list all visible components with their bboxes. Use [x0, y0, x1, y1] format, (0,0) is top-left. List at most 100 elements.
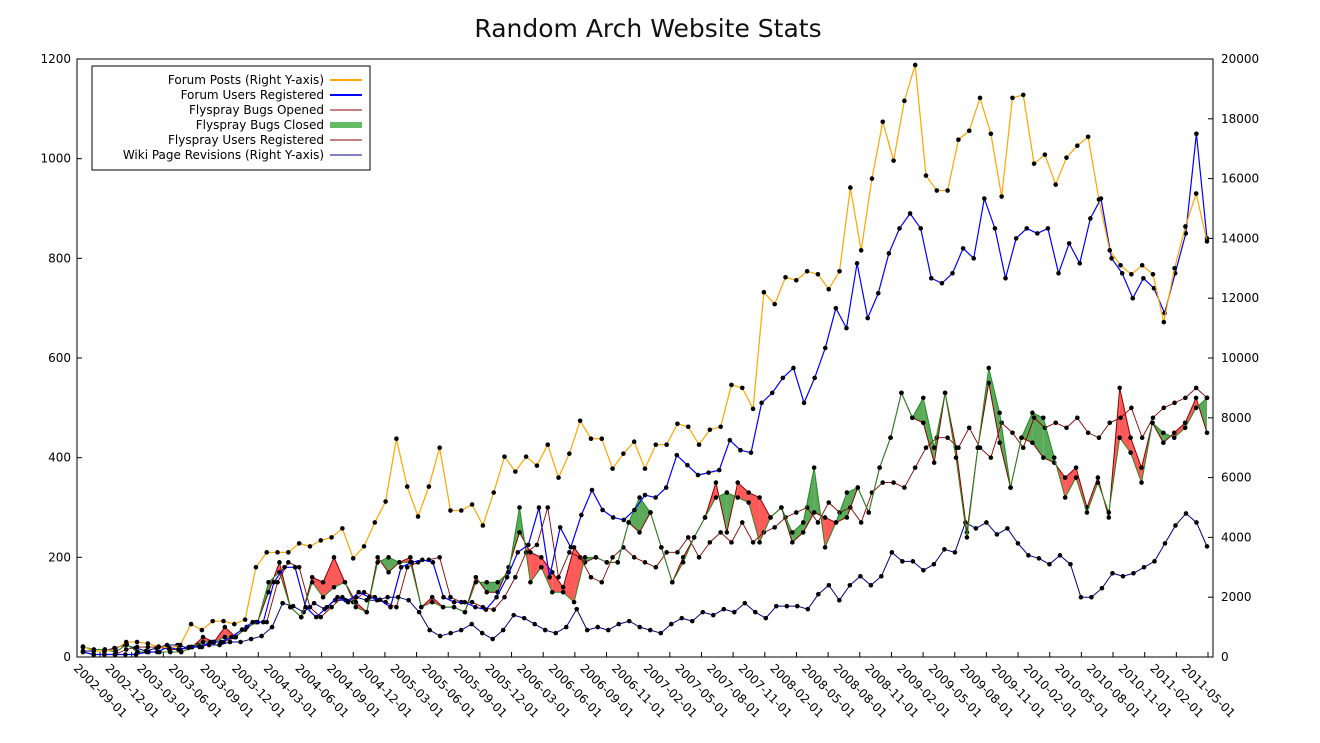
data-point — [398, 565, 404, 570]
data-point — [833, 305, 839, 311]
data-point — [589, 487, 595, 493]
data-point — [385, 594, 390, 600]
data-point — [1141, 275, 1146, 281]
data-point — [780, 375, 786, 381]
data-point — [920, 420, 926, 426]
data-point — [186, 644, 192, 650]
data-point — [674, 452, 680, 458]
data-point — [675, 550, 680, 555]
data-point — [448, 630, 453, 636]
data-point — [1194, 131, 1199, 137]
data-point — [511, 612, 516, 618]
fill-between-region — [563, 547, 575, 603]
data-point — [746, 490, 751, 495]
data-point — [1193, 191, 1199, 196]
data-point — [329, 535, 334, 540]
data-point — [742, 600, 748, 606]
data-point — [1057, 553, 1063, 558]
data-point — [738, 447, 743, 453]
data-point — [997, 410, 1002, 416]
data-point — [763, 615, 769, 621]
data-point — [296, 565, 302, 570]
data-point — [879, 573, 884, 579]
data-point — [1131, 570, 1136, 576]
data-point — [975, 445, 981, 451]
data-point — [615, 560, 621, 565]
data-point — [748, 450, 754, 455]
data-point — [816, 591, 821, 597]
data-point — [599, 579, 605, 585]
data-point — [1078, 594, 1084, 600]
data-point — [91, 648, 97, 654]
legend-label: Flyspray Bugs Opened — [189, 103, 324, 117]
fill-between-region — [737, 482, 749, 503]
data-point — [685, 462, 690, 468]
fill-between-region — [1065, 467, 1077, 498]
data-point — [1161, 430, 1166, 436]
data-point — [1042, 152, 1048, 157]
data-point — [973, 526, 979, 531]
data-point — [875, 290, 881, 296]
data-point — [800, 520, 806, 525]
fill-between-region — [1174, 422, 1186, 438]
data-point — [574, 606, 580, 612]
data-point — [931, 445, 937, 451]
data-point — [324, 604, 330, 610]
series-line — [83, 512, 1208, 652]
data-point — [282, 565, 287, 570]
data-point — [1106, 510, 1112, 515]
data-point — [500, 627, 506, 633]
data-point — [437, 445, 442, 451]
data-point — [331, 555, 337, 560]
data-point — [653, 442, 659, 448]
data-point — [227, 639, 233, 645]
data-point — [416, 609, 422, 615]
data-point — [668, 621, 674, 627]
data-point — [200, 634, 206, 640]
data-point — [931, 460, 937, 465]
data-point — [113, 647, 118, 652]
data-point — [707, 540, 713, 545]
data-point — [648, 510, 653, 515]
fill-between-region — [748, 492, 760, 543]
data-point — [718, 424, 723, 430]
data-point — [713, 480, 719, 485]
data-point — [632, 507, 637, 513]
data-point — [534, 463, 540, 468]
data-point — [269, 624, 275, 630]
data-point — [197, 644, 202, 650]
data-point — [1141, 565, 1147, 570]
data-point — [811, 510, 817, 515]
data-point — [984, 520, 989, 525]
data-point — [982, 196, 987, 201]
data-point — [1089, 594, 1094, 600]
fill-between-region — [923, 397, 935, 463]
data-point — [653, 495, 658, 500]
data-point — [1182, 425, 1188, 431]
data-point — [1151, 285, 1157, 291]
data-point — [1062, 495, 1068, 500]
data-point — [1005, 526, 1010, 531]
data-point — [523, 454, 529, 459]
data-point — [729, 382, 734, 388]
data-point — [536, 505, 542, 510]
data-point — [133, 652, 139, 657]
data-point — [696, 555, 702, 560]
data-point — [266, 579, 271, 585]
data-point — [822, 515, 828, 520]
data-point — [739, 385, 745, 391]
data-point — [448, 594, 453, 600]
data-point — [1171, 435, 1177, 441]
data-point — [123, 647, 129, 652]
data-point — [320, 594, 326, 600]
data-point — [1139, 435, 1145, 441]
left-y-tick-label: 1200 — [40, 52, 71, 66]
data-point — [988, 455, 994, 460]
data-point — [303, 604, 308, 610]
right-y-tick-label: 14000 — [1221, 231, 1259, 245]
data-point — [1129, 405, 1134, 411]
data-point — [707, 427, 713, 433]
right-y-tick-label: 0 — [1221, 650, 1229, 664]
data-point — [621, 517, 627, 523]
data-point — [1073, 465, 1079, 470]
